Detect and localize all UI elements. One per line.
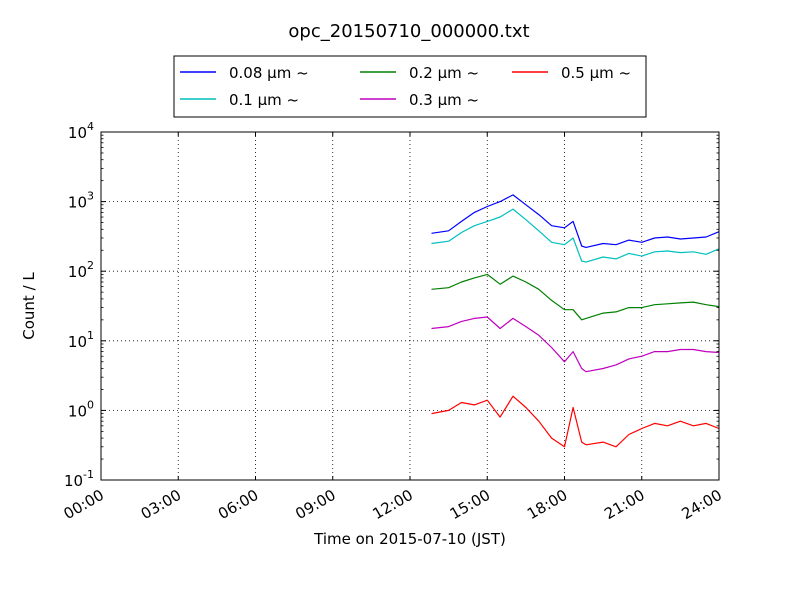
series-line-4 bbox=[431, 395, 720, 448]
y-tick-label: 104 bbox=[68, 120, 94, 142]
x-axis-label: Time on 2015-07-10 (JST) bbox=[313, 530, 506, 548]
series-lines bbox=[431, 194, 720, 448]
chart-title: opc_20150710_000000.txt bbox=[288, 21, 529, 42]
y-tick-label: 102 bbox=[68, 259, 94, 281]
legend-label-4: 0.5 µm ~ bbox=[561, 64, 631, 82]
y-tick-label: 101 bbox=[68, 329, 94, 351]
y-axis-label: Count / L bbox=[20, 272, 38, 340]
legend-label-3: 0.3 µm ~ bbox=[409, 91, 479, 109]
legend-frame bbox=[173, 55, 647, 118]
legend-label-2: 0.2 µm ~ bbox=[409, 64, 479, 82]
y-tick-label: 103 bbox=[68, 190, 94, 212]
series-line-1 bbox=[431, 208, 720, 263]
series-line-2 bbox=[431, 273, 720, 321]
series-line-3 bbox=[431, 316, 720, 373]
y-tick-label: 100 bbox=[68, 398, 94, 420]
ticks bbox=[100, 131, 720, 481]
y-tick-labels: 10-1 100 101 102 103 104 bbox=[64, 120, 94, 490]
legend-label-0: 0.08 µm ~ bbox=[229, 64, 309, 82]
y-tick-label: 10-1 bbox=[64, 468, 94, 490]
series-line-0 bbox=[431, 194, 720, 248]
legend-label-1: 0.1 µm ~ bbox=[229, 91, 299, 109]
legend: 0.08 µm ~ 0.1 µm ~ 0.2 µm ~ 0.3 µm ~ 0.5 µm … bbox=[173, 55, 647, 118]
